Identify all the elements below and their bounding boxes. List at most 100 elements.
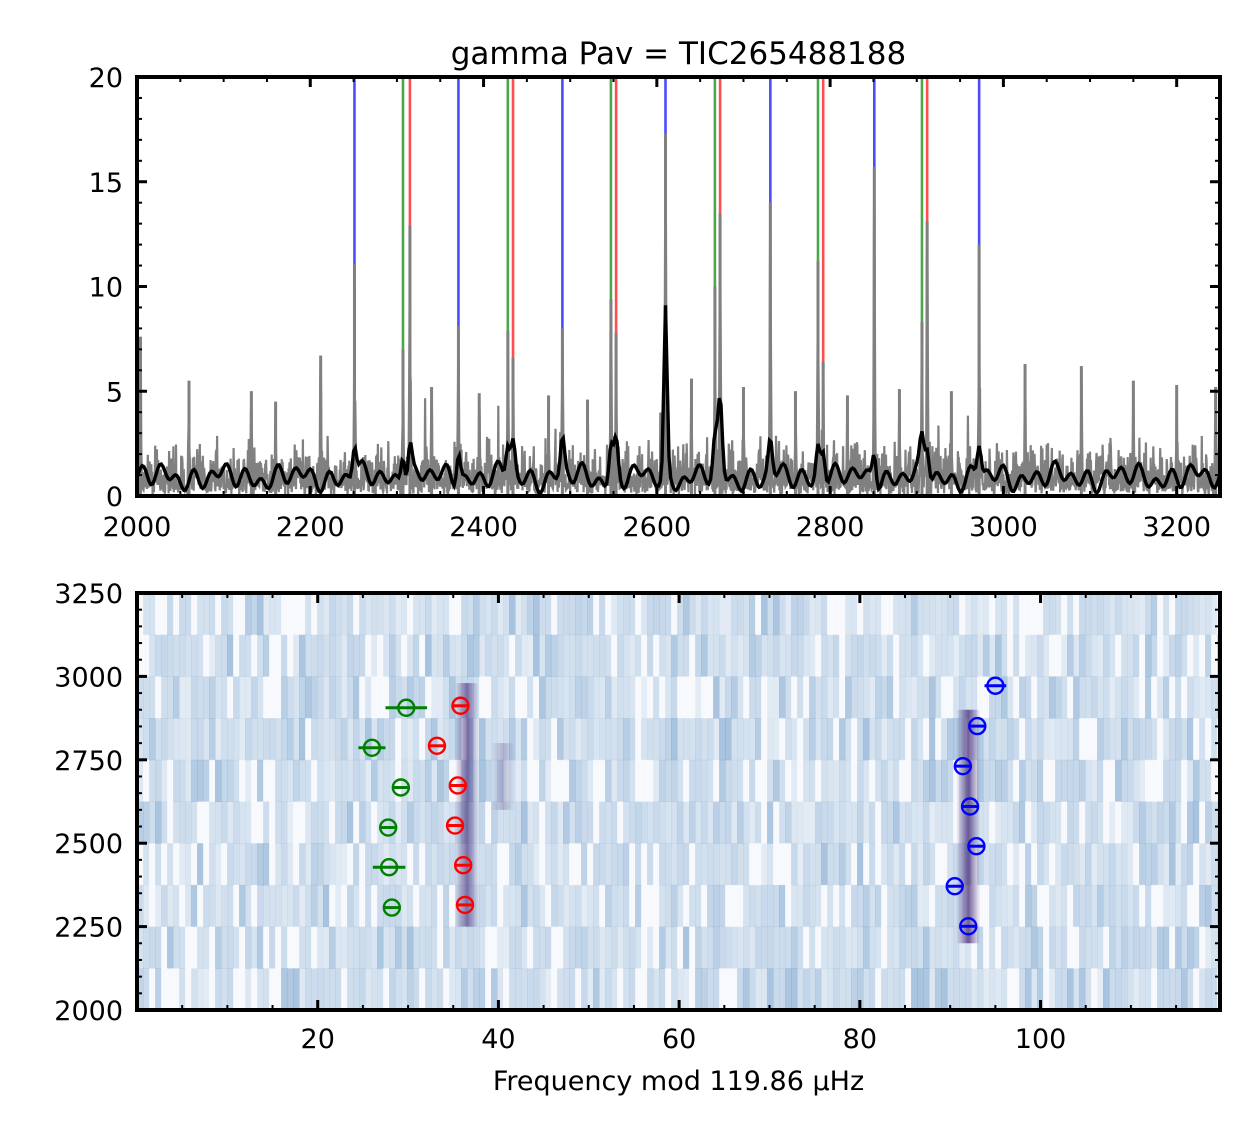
heatmap-cell: [335, 676, 342, 719]
heatmap-cell: [635, 801, 642, 844]
heatmap-cell: [539, 759, 546, 802]
heatmap-cell: [731, 884, 738, 928]
heatmap-cell: [1103, 718, 1110, 761]
heatmap-cell: [485, 593, 492, 636]
heatmap-cell: [803, 759, 810, 802]
heatmap-cell: [377, 759, 384, 802]
heatmap-cell: [1211, 801, 1218, 844]
heatmap-cell: [911, 843, 918, 886]
heatmap-cell: [143, 801, 150, 844]
heatmap-cell: [695, 593, 702, 636]
heatmap-cell: [797, 676, 804, 719]
heatmap-cell: [1139, 676, 1146, 719]
heatmap-cell: [539, 718, 546, 761]
raw-spectrum: [137, 133, 1220, 496]
heatmap-cell: [353, 801, 360, 844]
heatmap-cell: [611, 968, 618, 1010]
heatmap-cell: [191, 676, 198, 719]
heatmap-cell: [863, 801, 870, 844]
heatmap-cell: [329, 968, 336, 1010]
heatmap-cell: [1013, 759, 1020, 802]
heatmap-cell: [629, 593, 636, 636]
heatmap-cell: [353, 884, 360, 928]
heatmap-cell: [155, 593, 162, 636]
heatmap-cell: [725, 676, 732, 719]
heatmap-cell: [419, 593, 426, 636]
heatmap-cell: [185, 843, 192, 886]
heatmap-cell: [293, 926, 300, 969]
heatmap-cell: [923, 634, 930, 677]
heatmap-cell: [383, 968, 390, 1010]
heatmap-cell: [689, 884, 696, 928]
heatmap-cell: [641, 718, 648, 761]
heatmap-cell: [425, 884, 432, 928]
heatmap-cell: [1061, 843, 1068, 886]
heatmap-cell: [953, 634, 960, 677]
heatmap-cell: [647, 801, 654, 844]
heatmap-cell: [413, 593, 420, 636]
heatmap-cell: [281, 634, 288, 677]
heatmap-cell: [635, 634, 642, 677]
heatmap-cell: [311, 718, 318, 761]
heatmap-cell: [1025, 593, 1032, 636]
heatmap-cell: [197, 759, 204, 802]
heatmap-cell: [599, 593, 606, 636]
heatmap-cell: [1007, 634, 1014, 677]
heatmap-cell: [185, 718, 192, 761]
heatmap-cell: [263, 676, 270, 719]
heatmap-cell: [923, 843, 930, 886]
heatmap-cell: [287, 634, 294, 677]
heatmap-cell: [869, 884, 876, 928]
heatmap-cell: [581, 593, 588, 636]
heatmap-cell: [689, 634, 696, 677]
heatmap-cell: [1091, 926, 1098, 969]
heatmap-cell: [689, 843, 696, 886]
heatmap-cell: [605, 634, 612, 677]
heatmap-cell: [281, 926, 288, 969]
heatmap-cell: [1097, 884, 1104, 928]
heatmap-cell: [845, 843, 852, 886]
heatmap-cell: [437, 843, 444, 886]
heatmap-cell: [353, 593, 360, 636]
heatmap-cell: [491, 926, 498, 969]
heatmap-cell: [335, 759, 342, 802]
heatmap-cell: [803, 801, 810, 844]
heatmap-cell: [995, 801, 1002, 844]
heatmap-cell: [575, 634, 582, 677]
heatmap-cell: [683, 759, 690, 802]
heatmap-cell: [263, 759, 270, 802]
heatmap-cell: [1199, 718, 1206, 761]
heatmap-cell: [899, 801, 906, 844]
heatmap-cell: [785, 676, 792, 719]
heatmap-cell: [533, 759, 540, 802]
heatmap-cell: [1139, 759, 1146, 802]
heatmap-cell: [149, 843, 156, 886]
heatmap-cell: [281, 759, 288, 802]
heatmap-cell: [971, 968, 978, 1010]
marker-0-1: [945, 877, 964, 896]
heatmap-cell: [1013, 926, 1020, 969]
heatmap-cell: [173, 884, 180, 928]
heatmap-cell: [329, 634, 336, 677]
heatmap-cell: [287, 926, 294, 969]
heatmap-cell: [449, 718, 456, 761]
heatmap-cell: [269, 718, 276, 761]
heatmap-cell: [173, 968, 180, 1010]
heatmap-cell: [983, 843, 990, 886]
heatmap-cell: [221, 801, 228, 844]
heatmap-cell: [983, 968, 990, 1010]
heatmap-cell: [935, 634, 942, 677]
heatmap-cell: [947, 634, 954, 677]
heatmap-cell: [485, 634, 492, 677]
heatmap-cell: [1193, 926, 1200, 969]
heatmap-cell: [785, 843, 792, 886]
heatmap-cell: [815, 884, 822, 928]
heatmap-cell: [851, 634, 858, 677]
heatmap-cell: [137, 676, 144, 719]
heatmap-cell: [485, 884, 492, 928]
heatmap-cell: [1085, 926, 1092, 969]
heatmap-cell: [989, 676, 996, 719]
heatmap-cell: [911, 676, 918, 719]
heatmap-cell: [575, 593, 582, 636]
heatmap-cell: [551, 634, 558, 677]
